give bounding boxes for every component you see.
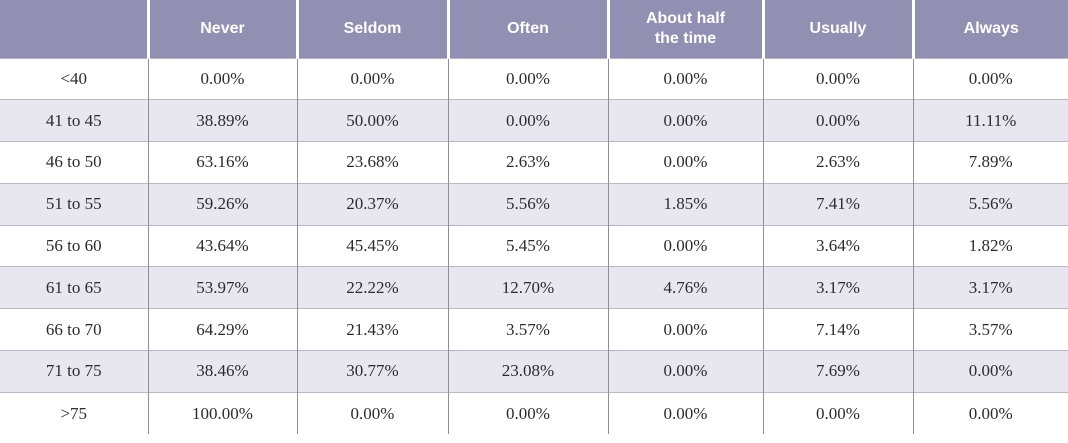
table-cell: 38.46% xyxy=(147,350,297,393)
row-label: 71 to 75 xyxy=(0,350,148,393)
table-header: Never Seldom Often About half the time Usual… xyxy=(0,0,1068,58)
table-cell: 0.00% xyxy=(607,350,763,393)
table-cell: 3.17% xyxy=(762,266,913,309)
table-cell: 3.57% xyxy=(447,308,608,351)
table-cell: 21.43% xyxy=(296,308,448,351)
table-cell: 64.29% xyxy=(147,308,297,351)
table-cell: 30.77% xyxy=(296,350,448,393)
table-row: 46 to 50 63.16% 23.68% 2.63% 0.00% 2.63% 7.89% xyxy=(0,141,1068,184)
table-cell: 7.89% xyxy=(912,141,1068,184)
table-row: 41 to 45 38.89% 50.00% 0.00% 0.00% 0.00% 11.11… xyxy=(0,99,1068,142)
table-cell: 53.97% xyxy=(147,266,297,309)
corner-header xyxy=(0,0,148,58)
table-cell: 7.69% xyxy=(762,350,913,393)
row-label: 41 to 45 xyxy=(0,99,148,142)
table-cell: 2.63% xyxy=(762,141,913,184)
table-cell: 0.00% xyxy=(607,99,763,142)
column-header: Never xyxy=(146,0,297,58)
table-cell: 45.45% xyxy=(296,224,448,267)
table-cell: 23.08% xyxy=(447,350,608,393)
table-cell: 0.00% xyxy=(447,391,608,435)
table-cell: 0.00% xyxy=(912,57,1068,100)
table-cell: 7.41% xyxy=(762,182,913,226)
row-label: 51 to 55 xyxy=(0,182,148,226)
table-cell: 22.22% xyxy=(296,266,448,309)
column-header: Always xyxy=(911,0,1068,58)
table-cell: 0.00% xyxy=(296,57,448,100)
table-cell: 0.00% xyxy=(607,57,763,100)
table-row: 71 to 75 38.46% 30.77% 23.08% 0.00% 7.69% 0.00… xyxy=(0,350,1068,393)
table-cell: 5.56% xyxy=(447,182,608,226)
table-cell: 5.56% xyxy=(912,182,1068,226)
header-row: Never Seldom Often About half the time Usual… xyxy=(0,0,1068,58)
table-cell: 0.00% xyxy=(607,224,763,267)
table-cell: 43.64% xyxy=(147,224,297,267)
table-cell: 100.00% xyxy=(147,391,297,435)
table-body: <40 0.00% 0.00% 0.00% 0.00% 0.00% 0.00% 41 to 4… xyxy=(0,57,1068,435)
table-cell: 0.00% xyxy=(447,99,608,142)
table-cell: 63.16% xyxy=(147,141,297,184)
table-cell: 23.68% xyxy=(296,141,448,184)
table-cell: 2.63% xyxy=(447,141,608,184)
table-cell: 38.89% xyxy=(147,99,297,142)
table-cell: 1.82% xyxy=(912,224,1068,267)
row-label: 46 to 50 xyxy=(0,141,148,184)
table-cell: 50.00% xyxy=(296,99,448,142)
table-cell: 12.70% xyxy=(447,266,608,309)
table-row: 51 to 55 59.26% 20.37% 5.56% 1.85% 7.41% 5.56% xyxy=(0,182,1068,226)
table-cell: 0.00% xyxy=(762,391,913,435)
table-row: 56 to 60 43.64% 45.45% 5.45% 0.00% 3.64% 1.82% xyxy=(0,224,1068,267)
table-cell: 0.00% xyxy=(607,141,763,184)
table-row: 61 to 65 53.97% 22.22% 12.70% 4.76% 3.17% 3.17… xyxy=(0,266,1068,309)
table-cell: 3.64% xyxy=(762,224,913,267)
table-cell: 0.00% xyxy=(147,57,297,100)
table-cell: 0.00% xyxy=(762,99,913,142)
row-label: >75 xyxy=(0,391,148,435)
table-row: <40 0.00% 0.00% 0.00% 0.00% 0.00% 0.00% xyxy=(0,57,1068,100)
row-label: 61 to 65 xyxy=(0,266,148,309)
table-row: >75 100.00% 0.00% 0.00% 0.00% 0.00% 0.00% xyxy=(0,391,1068,435)
table-cell: 20.37% xyxy=(296,182,448,226)
table-cell: 0.00% xyxy=(447,57,608,100)
table-cell: 7.14% xyxy=(762,308,913,351)
table-cell: 0.00% xyxy=(296,391,448,435)
column-header: About half the time xyxy=(606,0,763,58)
table-cell: 5.45% xyxy=(447,224,608,267)
table-cell: 0.00% xyxy=(607,391,763,435)
row-label: 56 to 60 xyxy=(0,224,148,267)
table-cell: 59.26% xyxy=(147,182,297,226)
table-cell: 3.17% xyxy=(912,266,1068,309)
table-row: 66 to 70 64.29% 21.43% 3.57% 0.00% 7.14% 3.57% xyxy=(0,308,1068,351)
column-header: Seldom xyxy=(295,0,448,58)
table-cell: 11.11% xyxy=(912,99,1068,142)
table-cell: 0.00% xyxy=(912,391,1068,435)
column-header: Usually xyxy=(761,0,913,58)
row-label: 66 to 70 xyxy=(0,308,148,351)
table-cell: 0.00% xyxy=(607,308,763,351)
column-header: Often xyxy=(446,0,608,58)
table-cell: 0.00% xyxy=(762,57,913,100)
table-cell: 1.85% xyxy=(607,182,763,226)
row-label: <40 xyxy=(0,57,148,100)
table-cell: 0.00% xyxy=(912,350,1068,393)
table-cell: 3.57% xyxy=(912,308,1068,351)
table-cell: 4.76% xyxy=(607,266,763,309)
